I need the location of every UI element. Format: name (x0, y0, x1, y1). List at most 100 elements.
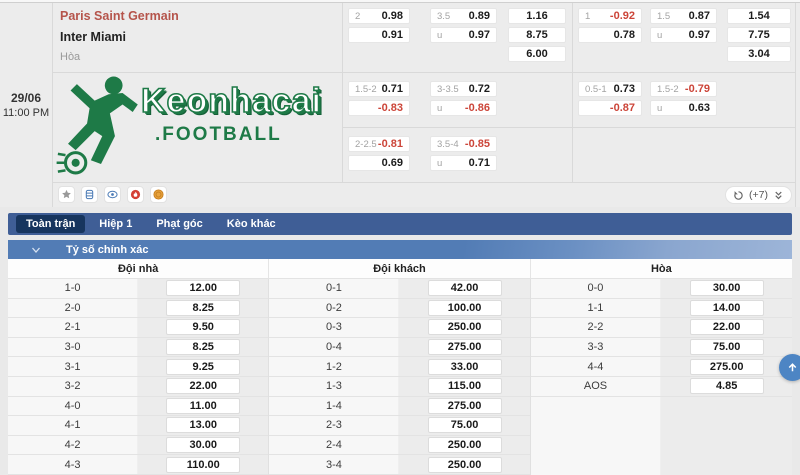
tab-2[interactable]: Phạt góc (156, 218, 203, 230)
score-odds-box[interactable]: 42.00 (427, 280, 502, 297)
score-odds-box[interactable]: 14.00 (689, 299, 764, 316)
divider (52, 3, 53, 207)
score-odds-box[interactable]: 75.00 (427, 417, 502, 434)
odds-value-box[interactable]: 1 -0.92 (578, 8, 642, 24)
score-label: 2-0 (8, 298, 139, 318)
odds-value-box[interactable]: 3-3.5 0.72 (430, 81, 497, 97)
correct-score-section-header[interactable]: Tỷ số chính xác (8, 240, 792, 259)
odds-value-box[interactable]: u 0.97 (650, 27, 717, 43)
tab-1[interactable]: Hiệp 1 (99, 218, 133, 230)
score-row: 3-0 8.25 (8, 337, 269, 358)
score-odds-box[interactable]: 275.00 (427, 397, 502, 414)
score-odds-box[interactable]: 30.00 (166, 437, 241, 454)
score-odds-box[interactable]: 8.25 (166, 299, 241, 316)
odds-value-box[interactable]: 2-2.5 -0.81 (348, 136, 410, 152)
odds-value-box[interactable]: 0.69 (348, 155, 410, 171)
score-label: 3-3 (530, 337, 662, 357)
odds-value-box[interactable]: -0.83 (348, 100, 410, 116)
double-chevron-down-icon[interactable] (773, 190, 784, 201)
score-row: 3-4 250.00 (269, 455, 530, 475)
star-icon[interactable] (58, 186, 75, 203)
score-row: AOS 4.85 (530, 376, 792, 397)
odds-value-box[interactable]: 3.5-4 -0.85 (430, 136, 497, 152)
odds-slot: 4.85 (661, 376, 792, 396)
score-odds-box[interactable]: 9.50 (166, 319, 241, 336)
score-row: 2-3 75.00 (269, 416, 530, 436)
odds-value: 0.72 (468, 83, 490, 95)
score-odds-box[interactable]: 33.00 (427, 358, 502, 375)
odds-value-box[interactable]: 0.91 (348, 27, 410, 43)
home-team-name[interactable]: Paris Saint Germain (60, 9, 179, 23)
score-odds-box[interactable]: 100.00 (427, 299, 502, 316)
odds-value: 0.78 (613, 29, 635, 41)
odds-value-box[interactable]: 6.00 (508, 46, 566, 62)
odds-value-box[interactable]: 2 0.98 (348, 8, 410, 24)
soccer-player-icon (56, 76, 138, 175)
score-odds-box[interactable]: 110.00 (166, 456, 241, 473)
odds-value-box[interactable]: 3.5 0.89 (430, 8, 497, 24)
score-table-header: Đội nhà Đội khách Hòa (8, 259, 792, 279)
odds-value-box[interactable]: u 0.71 (430, 155, 497, 171)
score-odds-box[interactable]: 13.00 (166, 417, 241, 434)
odds-slot: 275.00 (661, 357, 792, 376)
score-label (530, 396, 662, 417)
scroll-to-top-button[interactable] (779, 354, 800, 381)
odds-value: -0.85 (464, 138, 490, 150)
keg-icon[interactable] (81, 186, 98, 203)
chevron-down-icon[interactable] (30, 244, 42, 256)
score-odds-box[interactable]: 275.00 (689, 358, 764, 375)
odds-value-box[interactable]: 1.5-2 0.71 (348, 81, 410, 97)
odds-value-box[interactable]: 8.75 (508, 27, 566, 43)
odds-value-box[interactable]: u 0.97 (430, 27, 497, 43)
eye-icon[interactable] (104, 186, 121, 203)
keonhacai-logo[interactable]: Keonhacai .FOOTBALL (55, 74, 345, 180)
odds-handicap-label: 2 (355, 10, 361, 22)
score-row: 3-2 22.00 (8, 376, 269, 397)
score-odds-box[interactable]: 4.85 (689, 378, 764, 395)
coin-icon[interactable] (150, 186, 167, 203)
odds-value-box[interactable]: 1.16 (508, 8, 566, 24)
score-label: 0-0 (530, 279, 662, 298)
refresh-icon[interactable] (733, 190, 744, 201)
fire-icon[interactable] (127, 186, 144, 203)
odds-value-box[interactable]: 1.54 (727, 8, 791, 24)
tab-0[interactable]: Toàn trận (16, 215, 86, 233)
odds-value-box[interactable]: 1.5-2 -0.79 (650, 81, 717, 97)
score-odds-box[interactable]: 250.00 (427, 319, 502, 336)
score-odds-box[interactable]: 11.00 (166, 397, 241, 414)
odds-value-box[interactable]: 3.04 (727, 46, 791, 62)
odds-pair-box: 1.5 0.87 u 0.97 (650, 8, 717, 46)
market-tabbar: Toàn trận Hiệp 1 Phạt góc Kèo khác (8, 213, 792, 235)
score-odds-box[interactable]: 8.25 (166, 339, 241, 356)
column-header: Đội khách (269, 259, 531, 278)
score-odds-box[interactable]: 250.00 (427, 456, 502, 473)
score-odds-box[interactable]: 275.00 (427, 339, 502, 356)
away-team-name[interactable]: Inter Miami (60, 30, 126, 44)
odds-handicap-label: 3.5-4 (437, 138, 459, 150)
score-column: 0-0 30.00 1-1 14.00 2-2 22.00 3-3 75.00 4-4 275.0… (530, 279, 792, 475)
odds-value-box[interactable]: 1.5 0.87 (650, 8, 717, 24)
score-odds-box[interactable]: 12.00 (166, 280, 241, 297)
tab-3[interactable]: Kèo khác (226, 218, 276, 230)
odds-value: 7.75 (748, 29, 770, 41)
score-odds-box[interactable]: 75.00 (689, 339, 764, 356)
score-odds-box[interactable]: 30.00 (689, 280, 764, 297)
score-odds-box[interactable]: 9.25 (166, 358, 241, 375)
odds-slot: 75.00 (399, 416, 530, 435)
odds-slot: 110.00 (138, 455, 269, 474)
odds-value-box[interactable]: -0.87 (578, 100, 642, 116)
odds-value-box[interactable]: 0.78 (578, 27, 642, 43)
score-odds-box[interactable]: 22.00 (166, 378, 241, 395)
score-label: 4-0 (8, 396, 139, 416)
score-label: 0-2 (269, 298, 400, 318)
match-date: 29/06 (10, 91, 42, 105)
odds-value-box[interactable]: u -0.86 (430, 100, 497, 116)
score-odds-box[interactable]: 22.00 (689, 319, 764, 336)
score-row: 4-3 110.00 (8, 455, 269, 475)
more-odds-control[interactable]: (+7) (725, 186, 792, 204)
score-odds-box[interactable]: 115.00 (427, 378, 502, 395)
odds-value-box[interactable]: 0.5-1 0.73 (578, 81, 642, 97)
odds-value-box[interactable]: u 0.63 (650, 100, 717, 116)
score-odds-box[interactable]: 250.00 (427, 437, 502, 454)
odds-value-box[interactable]: 7.75 (727, 27, 791, 43)
